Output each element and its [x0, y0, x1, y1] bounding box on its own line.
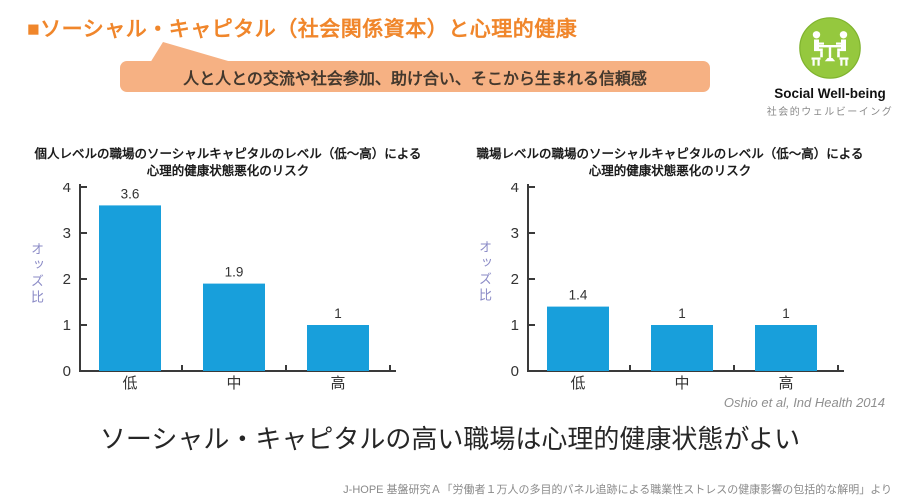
- y-tick-label: 4: [511, 183, 519, 196]
- bar-chart-individual: 0 1 2 3 4 3.6 低 1.9 中 1 高: [63, 183, 396, 392]
- bar-value-label: 1: [678, 306, 686, 321]
- people-meeting-icon: [799, 17, 861, 79]
- bar: [547, 306, 609, 371]
- badge-label-ja: 社会的ウェルビーイング: [766, 107, 894, 118]
- y-axis-label-left: オッズ比: [29, 242, 44, 306]
- chart-citation: Oshio et al, Ind Health 2014: [723, 395, 885, 410]
- y-tick-label: 2: [63, 271, 71, 288]
- y-tick-label: 2: [511, 271, 519, 288]
- y-tick-label: 4: [63, 183, 71, 196]
- callout-tail: [150, 42, 235, 63]
- bar: [755, 325, 817, 371]
- chart-title-line: 個人レベルの職場のソーシャルキャピタルのレベル（低～高）による: [34, 147, 422, 161]
- y-tick-label: 3: [511, 225, 519, 242]
- y-tick-label: 3: [63, 225, 71, 242]
- y-axis-label-right: オッズ比: [477, 240, 492, 304]
- bar-value-label: 3.6: [121, 186, 140, 201]
- chart-title-line: 心理的健康状態悪化のリスク: [146, 163, 310, 178]
- page-title: ■ソーシャル・キャピタル（社会関係資本）と心理的健康: [27, 18, 578, 41]
- chart-title-line: 職場レベルの職場のソーシャルキャピタルのレベル（低～高）による: [476, 147, 864, 161]
- source-text: J-HOPE 基盤研究Ａ「労働者１万人の多目的パネル追跡による職業性ストレスの健…: [343, 484, 892, 496]
- conclusion-text: ソーシャル・キャピタルの高い職場は心理的健康状態がよい: [99, 424, 801, 454]
- bar-value-label: 1.4: [569, 288, 588, 303]
- bar: [651, 325, 713, 371]
- chart-title-line: 心理的健康状態悪化のリスク: [588, 163, 752, 178]
- y-tick-label: 0: [511, 363, 519, 380]
- bar-value-label: 1: [782, 306, 790, 321]
- category-label: 低: [570, 375, 585, 392]
- bar-chart-workplace: 0 1 2 3 4 1.4 低 1 中 1 高: [511, 183, 844, 392]
- category-label: 低: [122, 375, 137, 392]
- chart-title-workplace: 職場レベルの職場のソーシャルキャピタルのレベル（低～高）による 心理的健康状態悪…: [455, 146, 885, 180]
- badge-label-en: Social Well-being: [774, 86, 886, 101]
- bar-value-label: 1: [334, 306, 342, 321]
- y-tick-label: 1: [511, 317, 519, 334]
- callout-bubble: 人と人との交流や社会参加、助け合い、そこから生まれる信頼感: [120, 61, 710, 92]
- category-label: 中: [226, 375, 241, 392]
- bar: [307, 325, 369, 371]
- bar: [203, 283, 265, 371]
- y-tick-label: 0: [63, 363, 71, 380]
- bar-value-label: 1.9: [225, 265, 244, 280]
- chart-title-individual: 個人レベルの職場のソーシャルキャピタルのレベル（低～高）による 心理的健康状態悪…: [13, 146, 443, 180]
- bar: [99, 205, 161, 371]
- y-tick-label: 1: [63, 317, 71, 334]
- category-label: 中: [674, 375, 689, 392]
- category-label: 高: [330, 375, 345, 392]
- category-label: 高: [778, 375, 793, 392]
- social-wellbeing-badge: Social Well-being 社会的ウェルビーイング: [766, 16, 894, 118]
